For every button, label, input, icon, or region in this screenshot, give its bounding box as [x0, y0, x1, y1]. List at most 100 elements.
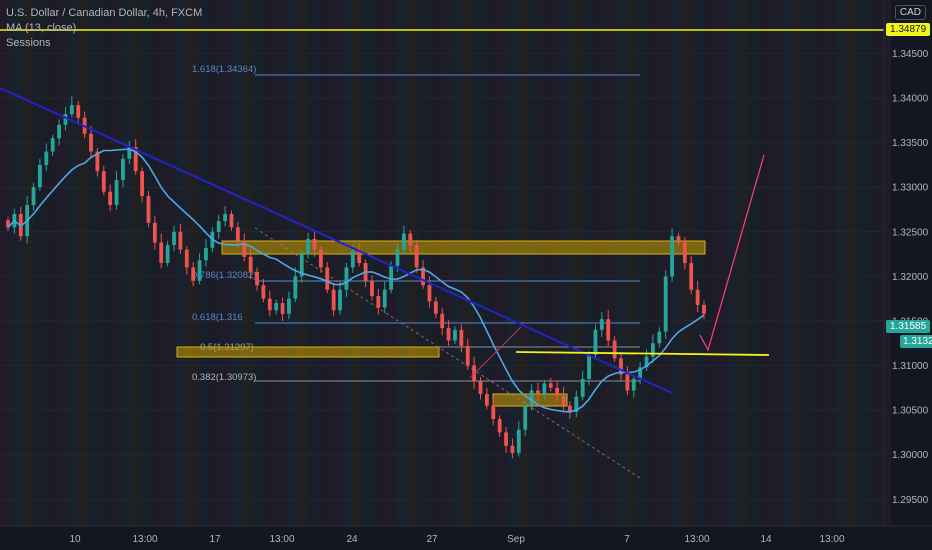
fib-1618-label: 1.618(1.34364): [192, 64, 256, 75]
candle-body: [50, 138, 55, 152]
session-stripe: [0, 0, 11, 526]
candle-body: [325, 267, 330, 290]
candle-body: [95, 151, 100, 172]
symbol-title[interactable]: U.S. Dollar / Canadian Dollar, 4h, FXCM: [6, 7, 203, 19]
candle-body: [593, 329, 598, 355]
ma-indicator-label[interactable]: MA (13, close): [6, 22, 77, 34]
session-stripe: [726, 0, 737, 526]
candle-body: [235, 227, 240, 241]
session-stripe: [693, 0, 704, 526]
dashed-channel-line[interactable]: [254, 227, 641, 479]
candle-body: [101, 171, 106, 192]
price-tick-label: 1.31000: [892, 361, 929, 372]
session-stripe: [528, 0, 539, 526]
price-tick-label: 1.30500: [892, 406, 929, 417]
candle-body: [338, 289, 342, 311]
candle-body: [172, 231, 176, 246]
candle-body: [357, 251, 362, 263]
resistance-zone[interactable]: [221, 240, 706, 255]
session-stripe: [275, 0, 286, 526]
session-stripe: [462, 0, 473, 526]
candle-body: [414, 245, 419, 268]
candle-body: [695, 289, 700, 305]
ma-line: [7, 148, 705, 413]
session-stripe: [605, 0, 616, 526]
session-stripe: [33, 0, 44, 526]
session-stripe: [484, 0, 495, 526]
session-stripe: [99, 0, 110, 526]
candle-body: [261, 285, 266, 299]
candle-body: [619, 358, 623, 375]
candle-body: [69, 105, 74, 115]
time-tick-label: 13:00: [269, 534, 294, 545]
candle-body: [299, 254, 304, 277]
session-stripe: [715, 0, 726, 526]
session-stripe: [561, 0, 572, 526]
price-tick-label: 1.30000: [892, 450, 929, 461]
candle-body: [606, 319, 611, 341]
candle-body: [216, 221, 221, 232]
candle-body: [644, 356, 649, 368]
time-axis[interactable]: 10 13:00 17 13:00 24 27 Sep 7 13:00 14 13:00: [0, 525, 932, 545]
candle-body: [121, 158, 125, 181]
candle-body: [421, 267, 425, 286]
candle-body: [536, 390, 540, 395]
candle-body: [370, 280, 374, 296]
session-stripe: [825, 0, 836, 526]
candle-body: [542, 383, 547, 395]
candle-body: [555, 387, 560, 396]
neckline[interactable]: [515, 351, 770, 356]
session-stripe: [110, 0, 121, 526]
time-tick-label: 10: [69, 534, 81, 545]
candle-body: [612, 340, 617, 359]
session-stripe: [198, 0, 209, 526]
session-stripe: [770, 0, 781, 526]
session-stripe: [176, 0, 187, 526]
candle-body: [255, 271, 259, 286]
candle-body: [165, 245, 170, 263]
candle-body: [133, 147, 138, 172]
projection-path[interactable]: [699, 154, 765, 352]
candle-body: [248, 256, 253, 272]
session-stripe: [143, 0, 154, 526]
candle-body: [510, 445, 515, 453]
descending-trendline[interactable]: [0, 87, 673, 394]
session-stripe: [264, 0, 275, 526]
candle-body: [631, 378, 636, 391]
session-stripe: [594, 0, 605, 526]
candle-body: [529, 390, 534, 406]
price-tick-label: 1.32500: [892, 227, 929, 238]
candle-body: [242, 240, 247, 257]
candle-body: [306, 238, 311, 255]
candle-body: [638, 367, 643, 379]
session-stripe: [253, 0, 264, 526]
candle-body: [229, 213, 234, 228]
candle-body: [440, 313, 445, 329]
session-stripe: [407, 0, 418, 526]
candle-body: [6, 220, 10, 228]
session-stripe: [704, 0, 715, 526]
candle-body: [140, 171, 145, 197]
session-stripe: [792, 0, 803, 526]
candle-body: [114, 180, 119, 206]
candle-body: [376, 295, 381, 308]
candle-body: [267, 298, 272, 311]
currency-button[interactable]: CAD: [894, 5, 926, 20]
candle-body: [223, 213, 228, 222]
sessions-indicator-label[interactable]: Sessions: [6, 37, 51, 49]
support-zone[interactable]: [176, 346, 440, 358]
session-stripe: [77, 0, 88, 526]
session-stripe: [539, 0, 550, 526]
time-tick-label: 24: [346, 534, 358, 545]
session-stripe: [374, 0, 385, 526]
candle-body: [31, 187, 36, 206]
session-stripe: [231, 0, 242, 526]
candle-body: [44, 151, 49, 165]
fib-0382-label: 0.382(1.30973): [192, 372, 256, 383]
candle-body: [663, 276, 668, 332]
candle-body: [567, 405, 572, 412]
candle-body: [516, 429, 521, 453]
candle-body: [427, 285, 432, 302]
